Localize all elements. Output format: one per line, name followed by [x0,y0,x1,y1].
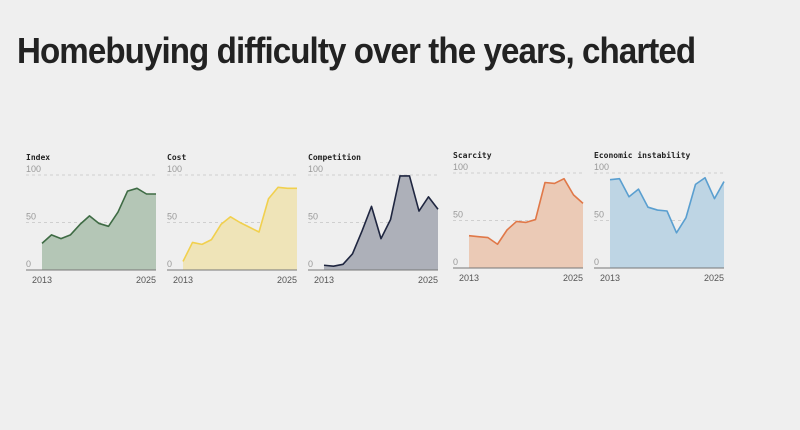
chart-competition: 0 50 100 2013 2025 Competition [308,153,444,293]
x-tick-label: 2013 [314,275,334,285]
chart-title: Cost [167,153,187,162]
x-tick-label: 2013 [459,273,479,283]
x-tick-label: 2025 [136,275,156,285]
chart-svg: 0 50 100 2013 2025 [167,164,298,285]
x-tick-label: 2025 [418,275,438,285]
chart-cost: 0 50 100 2013 2025 Cost [167,153,303,293]
chart-title: Scarcity [453,151,492,160]
chart-scarcity: 0 50 100 2013 2025 Scarcity [453,151,589,291]
x-tick-label: 2013 [32,275,52,285]
y-tick-label: 0 [26,259,31,269]
chart-index: 0 50 100 2013 2025 Index [26,153,162,293]
area-fill [324,175,438,270]
y-tick-label: 50 [453,210,463,220]
y-tick-label: 100 [594,162,609,172]
chart-svg: 0 50 100 2013 2025 [308,164,439,285]
y-tick-label: 100 [26,164,41,174]
page-title: Homebuying difficulty over the years, ch… [17,30,696,71]
x-tick-label: 2013 [600,273,620,283]
chart-title: Economic instability [594,151,691,160]
area-fill [610,177,724,268]
y-tick-label: 50 [308,212,318,222]
x-tick-label: 2025 [563,273,583,283]
chart-title: Index [26,153,51,162]
x-tick-label: 2025 [704,273,724,283]
y-tick-label: 50 [594,210,604,220]
x-tick-label: 2025 [277,275,297,285]
chart-svg: 0 50 100 2013 2025 [453,162,584,283]
y-tick-label: 50 [26,212,36,222]
y-tick-label: 0 [453,257,458,267]
chart-svg: 0 50 100 2013 2025 [594,162,725,283]
area-fill [42,188,156,270]
chart-title: Competition [308,153,361,162]
y-tick-label: 100 [167,164,182,174]
area-fill [183,187,297,270]
y-tick-label: 0 [594,257,599,267]
area-fill [469,178,583,268]
y-tick-label: 100 [453,162,468,172]
y-tick-label: 0 [167,259,172,269]
chart-economic-instability: 0 50 100 2013 2025 Economic instability [594,151,730,291]
y-tick-label: 0 [308,259,313,269]
x-tick-label: 2013 [173,275,193,285]
chart-svg: 0 50 100 2013 2025 [26,164,157,285]
y-tick-label: 50 [167,212,177,222]
y-tick-label: 100 [308,164,323,174]
